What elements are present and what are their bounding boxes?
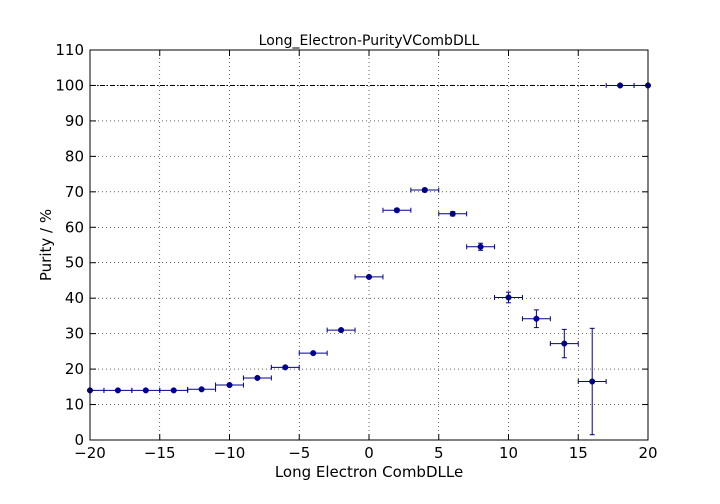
- data-point: [310, 350, 317, 357]
- x-tick-label: 15: [569, 444, 588, 462]
- data-point: [338, 327, 345, 334]
- data-points: [86, 82, 652, 394]
- data-point: [533, 315, 540, 322]
- data-point: [393, 207, 400, 214]
- data-point: [589, 378, 596, 385]
- y-tick-label: 90: [65, 112, 84, 130]
- chart-title: Long_Electron-PurityVCombDLL: [259, 33, 480, 49]
- axis-ticks: −20 −15 −10 −5 0 5 10 15 20 0 10 20 30 40 50 60 70 80 90 10…: [55, 41, 657, 462]
- x-tick-label: −20: [74, 444, 106, 462]
- y-tick-label: 100: [55, 76, 84, 94]
- x-tick-label: 20: [638, 444, 657, 462]
- data-point: [561, 340, 568, 347]
- data-point: [170, 387, 177, 394]
- y-tick-label: 50: [65, 254, 84, 272]
- y-tick-label: 60: [65, 218, 84, 236]
- data-point: [449, 210, 456, 217]
- y-axis-label: Purity / %: [37, 209, 55, 281]
- x-tick-label: 0: [364, 444, 374, 462]
- x-tick-label: 10: [499, 444, 518, 462]
- x-tick-label: −15: [144, 444, 176, 462]
- data-point: [198, 386, 205, 393]
- y-tick-label: 70: [65, 183, 84, 201]
- data-point: [226, 381, 233, 389]
- data-point: [477, 243, 484, 250]
- y-tick-label: 0: [74, 431, 84, 449]
- data-point: [505, 294, 512, 301]
- data-point: [114, 387, 121, 394]
- data-point: [282, 364, 289, 371]
- y-tick-label: 80: [65, 147, 84, 165]
- y-tick-label: 30: [65, 325, 84, 343]
- data-point: [365, 273, 373, 280]
- x-axis-label: Long Electron CombDLLe: [275, 463, 463, 481]
- data-point: [254, 374, 261, 382]
- x-tick-label: −5: [288, 444, 310, 462]
- x-tick-label: 5: [434, 444, 444, 462]
- y-tick-label: 40: [65, 289, 84, 307]
- y-tick-label: 10: [65, 396, 84, 414]
- data-point: [617, 82, 624, 89]
- x-tick-label: −10: [214, 444, 246, 462]
- y-tick-label: 110: [55, 41, 84, 59]
- data-point: [142, 387, 149, 394]
- data-point: [421, 186, 428, 194]
- y-tick-label: 20: [65, 360, 84, 378]
